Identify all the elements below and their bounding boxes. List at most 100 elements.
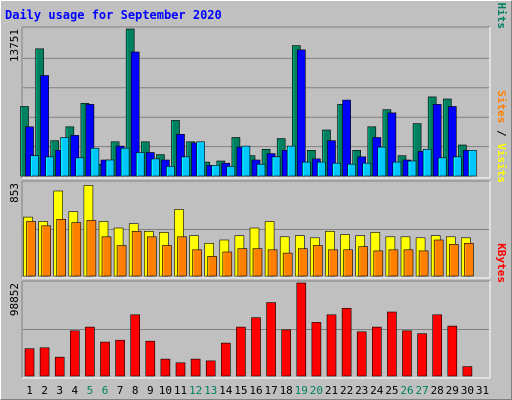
x-tick-label: 4 [71,384,78,397]
bar-sites-day-11 [177,236,187,277]
bar-kbytes-day-22 [341,307,352,377]
x-tick-label: 18 [280,384,293,397]
bar-pages-day-15 [241,145,251,177]
bar-kbytes-day-3 [54,356,65,377]
legend-part: / [495,123,508,143]
ymax-label: 853 [8,183,21,203]
bar-sites-day-17 [267,249,278,277]
bar-files-day-22 [342,99,351,177]
bar-sites-day-20 [313,245,323,277]
bar-kbytes-day-6 [100,341,110,377]
bar-kbytes-day-24 [371,326,382,377]
bar-pages-day-27 [422,149,432,177]
bar-kbytes-day-10 [160,358,171,377]
bar-files-day-25 [387,112,397,177]
bar-kbytes-day-8 [130,314,140,377]
bar-kbytes-day-25 [387,311,397,377]
bar-kbytes-day-20 [311,322,322,377]
bar-pages-day-3 [60,137,70,177]
bar-sites-day-16 [252,248,263,277]
bar-kbytes-day-23 [356,331,367,377]
bar-pages-day-23 [362,162,372,177]
bar-files-day-11 [176,134,185,177]
x-tick-label: 7 [117,384,124,397]
x-tick-label: 22 [340,384,353,397]
bar-files-day-4 [70,135,80,177]
bar-pages-day-14 [226,166,236,177]
x-tick-label: 19 [295,384,308,397]
legend-part: / [495,0,508,3]
x-tick-label: 2 [41,384,48,397]
panel-visits: 853 Sites / Visits [8,90,508,279]
series-legend-label: Sites / Visits [495,90,508,183]
x-tick-label: 23 [355,384,368,397]
bar-kbytes-day-21 [326,314,337,377]
bar-sites-day-10 [162,245,172,277]
bar-pages-day-12 [196,141,205,177]
bar-kbytes-day-18 [281,329,292,377]
bar-kbytes-day-7 [115,339,125,377]
bar-sites-day-21 [328,249,338,277]
bar-pages-day-30 [468,150,477,177]
panel-requests: 13751 Pages / Files / Hits [8,0,508,179]
bar-kbytes-day-15 [236,326,246,377]
bar-pages-day-24 [377,146,387,177]
x-tick-label: 15 [234,384,247,397]
bar-sites-day-5 [86,220,97,277]
x-tick-label: 20 [310,384,323,397]
bar-pages-day-13 [211,165,220,177]
bar-kbytes-day-16 [251,317,261,377]
legend-part: Hits [495,3,508,30]
bar-pages-day-2 [45,156,54,177]
bar-kbytes-day-28 [432,314,443,377]
bar-pages-day-9 [151,158,160,177]
x-tick-label: 17 [264,384,277,397]
x-tick-label: 3 [56,384,63,397]
bar-files-day-2 [40,75,49,177]
bar-hits-day-27 [412,123,422,177]
bar-kbytes-day-14 [221,342,231,377]
bar-pages-day-5 [90,147,100,177]
bar-kbytes-day-26 [402,330,412,377]
bar-files-day-29 [447,106,457,177]
bar-pages-day-6 [105,159,115,177]
bar-pages-day-18 [286,145,296,177]
x-tick-label: 5 [87,384,94,397]
bar-sites-day-8 [131,231,142,277]
bar-files-day-28 [432,104,442,177]
bar-files-day-19 [296,49,306,177]
bar-sites-day-18 [282,252,293,277]
bar-pages-day-20 [317,161,326,177]
bar-kbytes-day-12 [190,358,201,377]
bar-sites-day-23 [358,246,369,277]
bar-kbytes-day-11 [175,362,186,377]
bar-sites-day-30 [464,243,474,277]
x-tick-label: 31 [476,384,489,397]
bar-sites-day-1 [26,221,36,277]
bar-kbytes-day-29 [447,325,458,377]
ymax-label: 98852 [8,283,21,316]
bar-pages-day-28 [437,157,447,177]
bar-pages-day-21 [332,162,341,177]
bar-pages-day-8 [135,152,145,177]
x-tick-label: 25 [385,384,398,397]
bar-kbytes-day-4 [70,330,80,377]
x-tick-label: 8 [132,384,139,397]
bar-kbytes-day-5 [85,326,95,377]
bar-files-day-8 [130,51,140,177]
bar-files-day-5 [85,104,95,177]
x-tick-label: 1 [26,384,33,397]
panel-kbytes: 98852 KBytes [8,243,508,379]
bar-pages-day-10 [166,166,175,177]
bar-kbytes-day-19 [296,282,307,377]
x-tick-label: 6 [102,384,109,397]
bar-sites-day-4 [71,222,82,277]
bar-sites-day-28 [433,239,444,277]
bar-kbytes-day-27 [417,333,427,377]
x-tick-label: 29 [446,384,459,397]
bar-sites-day-22 [343,249,353,277]
bar-pages-day-26 [407,160,417,177]
x-tick-label: 27 [415,384,428,397]
series-legend-label: KBytes [495,243,508,283]
